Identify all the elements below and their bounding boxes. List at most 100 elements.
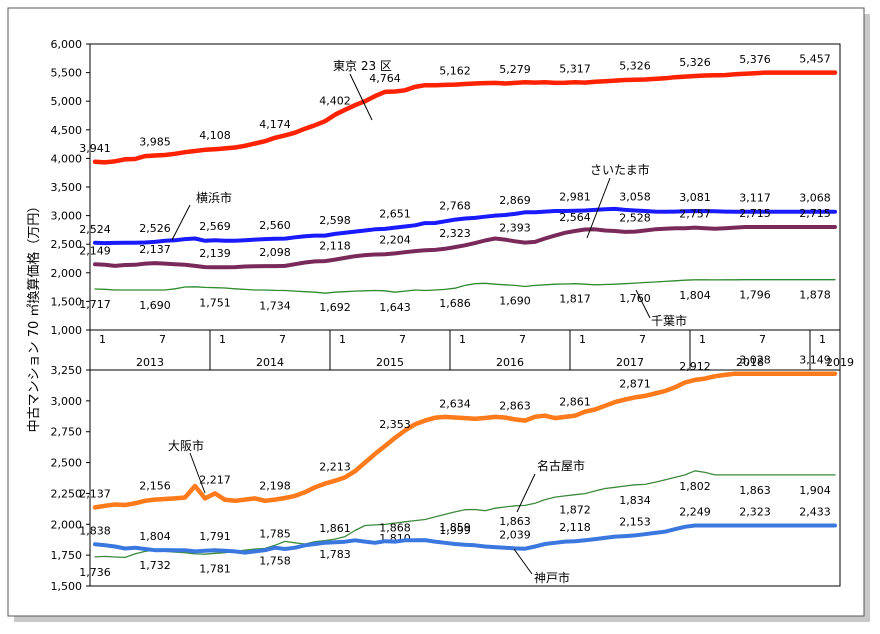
series-line-saitama	[93, 225, 837, 270]
data-label-nagoya: 1,863	[739, 484, 771, 497]
leader-saitama	[586, 177, 611, 239]
data-label-nagoya: 1,732	[139, 559, 171, 572]
x-month-label: 1	[459, 333, 466, 346]
data-label-chiba: 1,643	[379, 301, 411, 314]
data-label-saitama: 2,564	[559, 211, 591, 224]
data-label-yokohama: 3,081	[679, 191, 711, 204]
series-line-tokyo	[92, 70, 838, 165]
data-label-chiba: 1,804	[679, 289, 711, 302]
data-label-osaka: 3,028	[739, 354, 771, 367]
top-y-tick-label: 5,000	[51, 95, 83, 108]
data-label-chiba: 1,760	[619, 292, 651, 305]
data-label-kobe: 1,785	[259, 528, 291, 541]
top-y-tick-label: 3,500	[51, 181, 83, 194]
data-label-tokyo: 5,317	[559, 62, 591, 75]
data-label-kobe: 1,999	[439, 524, 471, 537]
data-label-kobe: 2,323	[739, 506, 771, 519]
x-year-label: 2016	[496, 356, 524, 369]
data-label-nagoya: 1,904	[799, 484, 831, 497]
data-label-tokyo: 5,376	[739, 53, 771, 66]
x-month-label: 7	[759, 333, 766, 346]
data-label-kobe: 2,433	[799, 506, 831, 519]
x-month-label: 7	[639, 333, 646, 346]
data-label-tokyo: 5,279	[499, 63, 531, 76]
data-label-saitama: 2,528	[619, 212, 651, 225]
top-y-tick-label: 2,500	[51, 238, 83, 251]
data-label-chiba: 1,686	[439, 297, 471, 310]
leader-tokyo	[349, 73, 373, 121]
data-label-kobe: 2,153	[619, 515, 651, 528]
data-label-nagoya: 1,834	[619, 494, 651, 507]
series-line-chiba	[94, 279, 836, 294]
x-year-label: 2019	[826, 356, 854, 369]
x-axis: 1 7 1 7 1 7 1 7 1 7 1 7 1 2013 2014 2015 2016 2017 2018 201…	[89, 329, 854, 371]
data-label-osaka: 2,353	[379, 418, 411, 431]
x-month-label: 7	[159, 333, 166, 346]
frame-border	[7, 7, 865, 617]
data-label-kobe: 1,791	[199, 530, 231, 543]
city-label-chiba: 千葉市	[651, 313, 687, 328]
data-label-saitama: 2,715	[739, 207, 771, 220]
data-label-tokyo: 5,162	[439, 65, 471, 78]
bottom-y-tick-label: 1,750	[51, 549, 83, 562]
x-year-label: 2014	[256, 356, 284, 369]
bottom-y-tick-label: 2,750	[51, 426, 83, 439]
data-label-osaka: 2,861	[559, 396, 591, 409]
data-label-tokyo: 3,941	[79, 142, 111, 155]
city-label-yokohama: 横浜市	[196, 190, 232, 205]
data-label-nagoya: 1,783	[319, 548, 351, 561]
data-label-chiba: 1,796	[739, 289, 771, 302]
leader-osaka	[189, 452, 206, 494]
x-month-label: 1	[219, 333, 226, 346]
leader-lines	[171, 73, 651, 575]
data-label-chiba: 1,717	[79, 298, 111, 311]
data-label-osaka: 2,634	[439, 398, 471, 411]
data-label-saitama: 2,323	[439, 227, 471, 240]
data-label-chiba: 1,734	[259, 299, 291, 312]
data-label-osaka: 2,198	[259, 480, 291, 493]
top-y-tick-label: 5,500	[51, 67, 83, 80]
x-month-label: 1	[819, 333, 826, 346]
data-label-kobe: 2,249	[679, 506, 711, 519]
top-y-tick-label: 1,000	[51, 324, 83, 337]
leader-kobe	[513, 548, 533, 575]
data-label-osaka: 2,156	[139, 480, 171, 493]
data-label-osaka: 2,217	[199, 473, 231, 486]
data-label-yokohama: 2,869	[499, 194, 531, 207]
x-month-label: 1	[699, 333, 706, 346]
data-label-osaka: 3,149	[799, 354, 831, 367]
data-label-kobe: 1,804	[139, 530, 171, 543]
data-label-osaka: 2,137	[79, 487, 111, 500]
x-month-label: 7	[279, 333, 286, 346]
data-label-yokohama: 2,560	[259, 219, 291, 232]
city-label-osaka: 大阪市	[168, 438, 204, 453]
bottom-y-tick-label: 2,500	[51, 457, 83, 470]
data-label-yokohama: 2,651	[379, 208, 411, 221]
top-chart: 1,000 1,500 2,000 2,500 3,000 3,500 4,000 4,500…	[51, 38, 841, 337]
data-label-saitama: 2,149	[79, 244, 111, 257]
top-y-tick-label: 2,000	[51, 267, 83, 280]
data-label-osaka: 2,213	[319, 461, 351, 474]
series-line-nagoya	[94, 470, 836, 559]
data-label-nagoya: 1,736	[79, 566, 111, 579]
data-label-chiba: 1,692	[319, 301, 351, 314]
data-label-saitama: 2,757	[679, 208, 711, 221]
x-year-label: 2013	[136, 356, 164, 369]
x-month-label: 1	[99, 333, 106, 346]
data-label-kobe: 1,838	[79, 524, 111, 537]
city-label-saitama: さいたま市	[590, 162, 650, 177]
x-month-label: 7	[519, 333, 526, 346]
leader-yokohama	[171, 204, 191, 241]
x-month-label: 7	[399, 333, 406, 346]
data-label-saitama: 2,098	[259, 246, 291, 259]
data-label-kobe: 1,861	[319, 522, 351, 535]
x-year-label: 2017	[616, 356, 644, 369]
leader-chiba	[635, 289, 651, 319]
data-label-chiba: 1,817	[559, 293, 591, 306]
bottom-y-tick-label: 2,000	[51, 518, 83, 531]
data-label-tokyo: 4,764	[369, 72, 401, 85]
series-line-kobe	[93, 523, 837, 555]
data-label-tokyo: 5,457	[799, 53, 831, 66]
data-label-saitama: 2,118	[319, 240, 351, 253]
y-axis-label: 中古マンション 70 ㎡換算価格（万円）	[26, 200, 42, 433]
